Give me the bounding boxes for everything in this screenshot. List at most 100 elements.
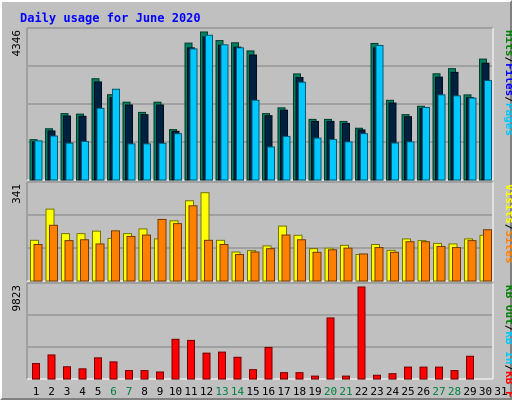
bar-sites <box>80 239 89 282</box>
bar-sites <box>281 234 291 282</box>
y-max-label: 9823 <box>10 285 23 312</box>
bar-sites <box>219 244 229 282</box>
x-tick-label: 3 <box>64 385 71 398</box>
bar-pages <box>422 106 430 181</box>
x-tick-label: 19 <box>308 385 321 398</box>
bar-pages <box>81 141 89 181</box>
legend-separator: / <box>503 325 512 332</box>
bar-pages <box>220 44 229 181</box>
x-tick-label: 13 <box>215 385 228 398</box>
bar-pages <box>174 133 182 181</box>
x-tick-label: 23 <box>370 385 383 398</box>
panel-1: 4346 Hits/Files/Pages <box>10 27 512 181</box>
bar-pages <box>127 143 136 181</box>
bar-sites <box>467 240 477 282</box>
legend-separator: / <box>503 57 512 64</box>
bar-sites <box>95 243 105 282</box>
bar-pages <box>236 47 244 181</box>
x-tick-label: 8 <box>141 385 148 398</box>
x-tick-label: 30 <box>479 385 492 398</box>
bar-kb-f <box>280 372 288 380</box>
x-tick-label: 16 <box>262 385 275 398</box>
bar-sites <box>111 230 120 282</box>
bar-sites <box>157 218 167 282</box>
bar-pages <box>251 99 260 181</box>
bar-pages <box>391 142 399 181</box>
bar-kb-f <box>125 370 133 380</box>
bar-sites <box>64 240 74 282</box>
x-tick-label: 18 <box>293 385 306 398</box>
bar-kb-f <box>342 375 350 380</box>
x-tick-label: 26 <box>417 385 430 398</box>
legend: Hits/Files/Pages <box>503 30 512 136</box>
plot-area <box>27 182 493 281</box>
x-tick-label: 28 <box>448 385 461 398</box>
bar-pages <box>344 141 353 181</box>
x-tick-label: 15 <box>246 385 259 398</box>
bar-pages <box>112 88 120 181</box>
bar-sites <box>49 224 58 282</box>
legend: KB Out/KB In/KB F <box>503 285 512 398</box>
x-tick-label: 4 <box>79 385 86 398</box>
bar-pages <box>375 44 384 181</box>
bar-sites <box>266 248 275 282</box>
bar-sites <box>204 239 213 282</box>
bar-pages <box>282 135 291 181</box>
bar-kb-f <box>187 339 195 380</box>
bar-sites <box>405 241 415 282</box>
bar-kb-f <box>78 368 87 380</box>
bar-pages <box>360 133 368 181</box>
bar-pages <box>143 143 151 181</box>
bar-kb-f <box>373 374 381 380</box>
bar-sites <box>374 247 384 282</box>
bar-kb-f <box>202 352 211 380</box>
x-tick-label: 2 <box>48 385 55 398</box>
plot-area <box>27 283 493 379</box>
bar-kb-f <box>32 363 40 380</box>
bar-sites <box>390 251 399 282</box>
legend-item: KB In <box>503 331 512 364</box>
bar-pages <box>65 142 74 181</box>
y-max-label: 4346 <box>10 30 23 57</box>
bar-sites <box>312 251 322 282</box>
bar-pages <box>158 142 167 181</box>
x-tick-label: 6 <box>110 385 117 398</box>
y-max-label: 341 <box>10 184 23 204</box>
bar-sites <box>250 251 260 282</box>
bar-kb-f <box>419 366 428 380</box>
x-tick-label: 9 <box>157 385 164 398</box>
x-tick-label: 14 <box>231 385 245 398</box>
x-tick-label: 31 <box>494 385 507 398</box>
bar-sites <box>126 235 136 282</box>
bar-pages <box>313 137 322 181</box>
bar-pages <box>468 97 477 181</box>
bar-pages <box>453 95 461 181</box>
legend-item: KB Out <box>503 285 512 325</box>
bar-kb-f <box>109 361 118 380</box>
bar-kb-f <box>450 370 459 380</box>
bar-sites <box>328 249 337 282</box>
bar-sites <box>421 241 430 282</box>
bar-kb-f <box>94 357 102 380</box>
bar-kb-f <box>171 338 180 380</box>
bar-kb-f <box>435 366 443 380</box>
bar-sites <box>142 234 151 282</box>
bar-kb-f <box>404 366 412 380</box>
bar-pages <box>189 48 198 181</box>
x-tick-label: 17 <box>277 385 290 398</box>
legend-item: Sites <box>503 230 512 263</box>
bar-sites <box>33 244 43 282</box>
bar-kb-f <box>156 371 164 380</box>
x-tick-label: 24 <box>386 385 400 398</box>
bar-kb-f <box>357 286 366 380</box>
bar-sites <box>297 239 306 282</box>
x-tick-label: 1 <box>33 385 40 398</box>
x-tick-label: 21 <box>339 385 352 398</box>
x-tick-label: 11 <box>184 385 197 398</box>
bar-kb-f <box>264 346 273 380</box>
panel-2: 341 Visits/Sites <box>10 181 512 282</box>
bar-sites <box>173 223 182 282</box>
bar-kb-f <box>388 373 397 380</box>
